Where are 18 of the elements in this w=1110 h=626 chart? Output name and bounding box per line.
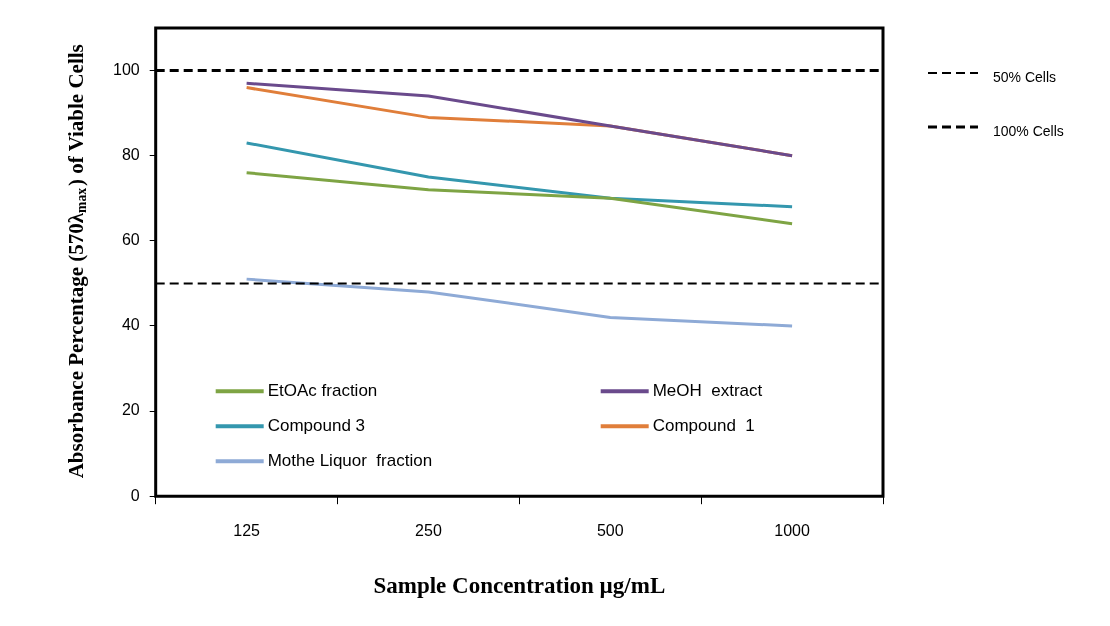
- legend-label: Compound 3: [267, 415, 366, 435]
- legend-label: EtOAc fraction: [267, 380, 378, 400]
- legend-label: Mothe Liquor fraction: [267, 450, 433, 470]
- legend-label: MeOH extract: [652, 380, 763, 400]
- legend-label: 50% Cells: [993, 68, 1057, 85]
- legend-label: Compound 1: [652, 415, 755, 435]
- x-tick-label: 250: [415, 522, 442, 540]
- x-axis-title: Sample Concentration µg/mL: [373, 573, 666, 599]
- y-tick-label: 20: [121, 401, 140, 419]
- x-tick-label: 500: [596, 522, 624, 540]
- x-tick-label: 1000: [774, 522, 810, 540]
- y-tick-label: 0: [130, 486, 140, 504]
- y-tick-label: 80: [121, 146, 140, 164]
- x-tick-label: 125: [233, 522, 261, 540]
- legend-label: 100% Cells: [993, 122, 1064, 139]
- y-tick-label: 40: [121, 316, 140, 334]
- y-tick-label: 60: [121, 231, 140, 249]
- y-tick-label: 100: [112, 60, 140, 78]
